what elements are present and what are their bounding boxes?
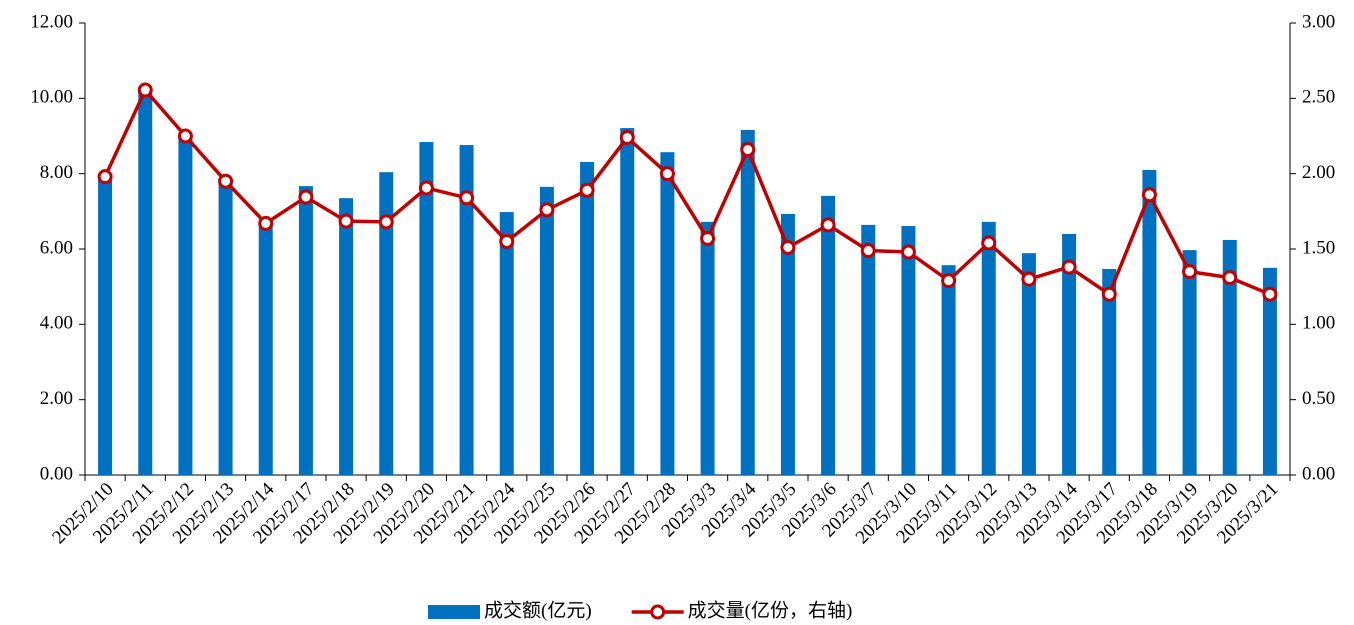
bar <box>459 145 474 476</box>
bar <box>1142 169 1157 475</box>
bar <box>901 226 916 475</box>
bar <box>379 172 394 475</box>
legend-label: 成交量(亿份，右轴) <box>688 599 853 621</box>
line-marker <box>1141 187 1157 203</box>
line-marker <box>860 243 876 259</box>
y-tick-label: 10.00 <box>30 87 73 108</box>
line-marker <box>700 230 716 246</box>
bar <box>1262 267 1277 475</box>
line-marker <box>499 233 515 249</box>
line-marker <box>137 82 153 98</box>
bar <box>780 213 795 475</box>
line-marker <box>820 217 836 233</box>
line-marker <box>378 214 394 230</box>
line-marker <box>177 128 193 144</box>
bar <box>539 186 554 475</box>
y-tick-label: 8.00 <box>40 162 73 183</box>
y2-tick-label: 1.50 <box>1302 237 1335 258</box>
bar <box>861 224 876 475</box>
bar <box>138 90 153 476</box>
y2-tick-label: 0.00 <box>1302 463 1335 484</box>
bar <box>660 152 675 476</box>
line-marker <box>1021 271 1037 287</box>
line-marker <box>459 190 475 206</box>
y-tick-label: 6.00 <box>40 237 73 258</box>
bar <box>1021 253 1036 475</box>
line-marker <box>941 273 957 289</box>
bar <box>258 222 273 475</box>
bar <box>1182 250 1197 475</box>
line-marker <box>539 202 555 218</box>
bar <box>1222 239 1237 475</box>
y-tick-label: 12.00 <box>30 11 73 32</box>
bar <box>298 186 313 475</box>
bar <box>1062 233 1077 475</box>
bar <box>700 221 715 475</box>
line-marker <box>1262 286 1278 302</box>
line-marker <box>1222 270 1238 286</box>
line-marker <box>900 244 916 260</box>
line-marker <box>97 169 113 185</box>
line-marker <box>1182 264 1198 280</box>
line-marker <box>740 142 756 158</box>
bar <box>941 265 956 475</box>
bar <box>218 181 233 475</box>
y2-tick-label: 2.50 <box>1302 87 1335 108</box>
line-marker <box>619 130 635 146</box>
line-marker <box>780 239 796 255</box>
bar <box>620 128 635 475</box>
line-marker <box>418 180 434 196</box>
line-marker <box>579 182 595 198</box>
bar <box>580 161 595 476</box>
bar <box>981 221 996 475</box>
bar <box>339 198 354 475</box>
bar <box>98 177 113 475</box>
legend-swatch <box>650 604 666 620</box>
bar <box>821 195 836 475</box>
bar <box>1102 268 1117 475</box>
line-marker <box>218 173 234 189</box>
line-marker <box>1061 259 1077 275</box>
line <box>103 86 1271 297</box>
line-marker <box>1101 286 1117 302</box>
legend-label: 成交额(亿元) <box>484 599 592 621</box>
line-marker <box>298 189 314 205</box>
bar <box>499 212 514 475</box>
line-marker <box>258 215 274 231</box>
line-marker <box>981 235 997 251</box>
y-tick-label: 4.00 <box>40 313 73 334</box>
bar <box>740 129 755 475</box>
y-tick-label: 0.00 <box>40 463 73 484</box>
y2-tick-label: 3.00 <box>1302 11 1335 32</box>
line-marker <box>338 213 354 229</box>
y2-tick-label: 1.00 <box>1302 313 1335 334</box>
legend-swatch <box>428 605 480 619</box>
bar <box>178 136 193 475</box>
y2-tick-label: 0.50 <box>1302 388 1335 409</box>
line-marker <box>659 166 675 182</box>
y2-tick-label: 2.00 <box>1302 162 1335 183</box>
y-tick-label: 2.00 <box>40 388 73 409</box>
bar <box>419 142 434 475</box>
